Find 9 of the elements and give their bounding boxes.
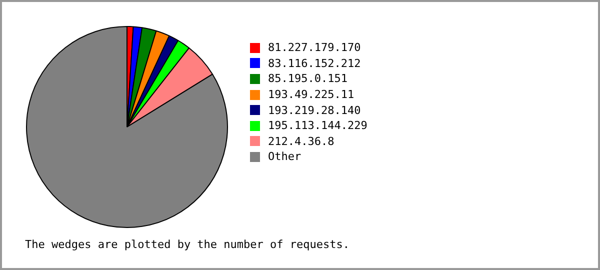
legend-label: 212.4.36.8 — [268, 134, 334, 148]
text: The wedges are plotted by the number of requests. — [25, 238, 350, 251]
legend-label: 81.227.179.170 — [268, 41, 361, 54]
legend-label: 85.195.0.151 — [268, 72, 348, 86]
legend-label: 83.116.152.212 — [268, 56, 361, 70]
legend-label: 193.49.225.11 — [268, 88, 354, 102]
legend-label: 195.113.144.229 — [268, 119, 368, 132]
legend-label: 193.219.28.140 — [268, 104, 361, 117]
legend-label: Other — [268, 150, 302, 164]
